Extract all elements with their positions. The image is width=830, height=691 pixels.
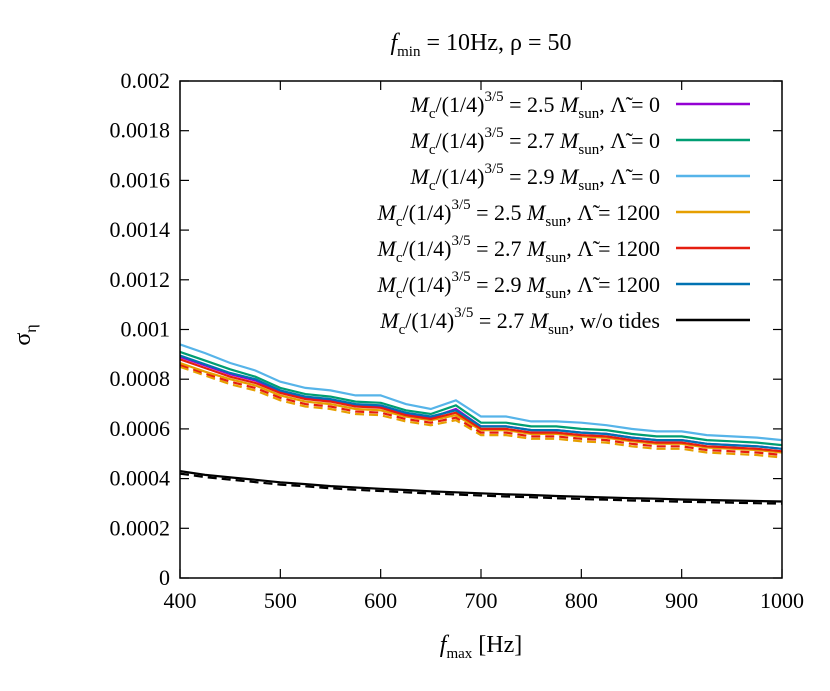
y-tick-label: 0.0006	[110, 416, 171, 441]
y-tick-label: 0.0008	[110, 366, 171, 391]
series-line-dashed	[179, 472, 783, 505]
legend-label: Mc/(1/4)3/5 = 2.7 Msun, Λ̃ = 0	[410, 125, 660, 158]
y-tick-label: 0.001	[121, 317, 171, 342]
x-tick-label: 500	[264, 588, 297, 613]
series-line	[179, 343, 783, 442]
y-axis-label: ση	[10, 324, 40, 345]
axis-ticks: 0 0.0002 0.0004 0.0006 0.0008 0.001 0.0012 0.00…	[110, 68, 805, 613]
legend-label: Mc/(1/4)3/5 = 2.5 Msun, Λ̃ = 0	[410, 89, 660, 122]
x-tick-label: 400	[164, 588, 197, 613]
series-line	[179, 470, 783, 503]
series-lines	[179, 343, 783, 505]
y-tick-label: 0.0016	[110, 167, 171, 192]
x-tick-label: 1000	[760, 588, 804, 613]
legend-label: Mc/(1/4)3/5 = 2.7 Msun, w/o tides	[379, 305, 660, 338]
y-tick-label: 0.0018	[110, 118, 171, 143]
legend-label: Mc/(1/4)3/5 = 2.5 Msun, Λ̃ = 1200	[377, 197, 660, 230]
series-line-dashed	[179, 363, 783, 457]
legend-label: Mc/(1/4)3/5 = 2.9 Msun, Λ̃ = 0	[410, 161, 660, 194]
x-axis-label: fmax [Hz]	[440, 632, 522, 662]
legend-label: Mc/(1/4)3/5 = 2.9 Msun, Λ̃ = 1200	[377, 269, 660, 302]
y-tick-label: 0.0014	[110, 217, 171, 242]
y-tick-label: 0.0002	[110, 515, 171, 540]
y-tick-label: 0.002	[121, 68, 171, 93]
x-tick-label: 900	[665, 588, 698, 613]
series-line	[179, 354, 783, 450]
y-tick-label: 0.0012	[110, 267, 171, 292]
legend-label: Mc/(1/4)3/5 = 2.7 Msun, Λ̃ = 1200	[377, 233, 660, 266]
series-line-dashed	[179, 365, 783, 459]
plot-frame	[179, 80, 783, 579]
series-line	[179, 361, 783, 454]
x-tick-label: 800	[565, 588, 598, 613]
x-tick-label: 600	[364, 588, 397, 613]
y-tick-label: 0	[159, 565, 170, 590]
chart-title: fmin = 10Hz, ρ = 50	[390, 30, 571, 60]
series-line	[179, 358, 783, 453]
x-tick-label: 700	[465, 588, 498, 613]
series-line	[179, 350, 783, 447]
legend: Mc/(1/4)3/5 = 2.5 Msun, Λ̃ = 0Mc/(1/4)3/…	[377, 89, 750, 338]
y-tick-label: 0.0004	[110, 466, 171, 491]
